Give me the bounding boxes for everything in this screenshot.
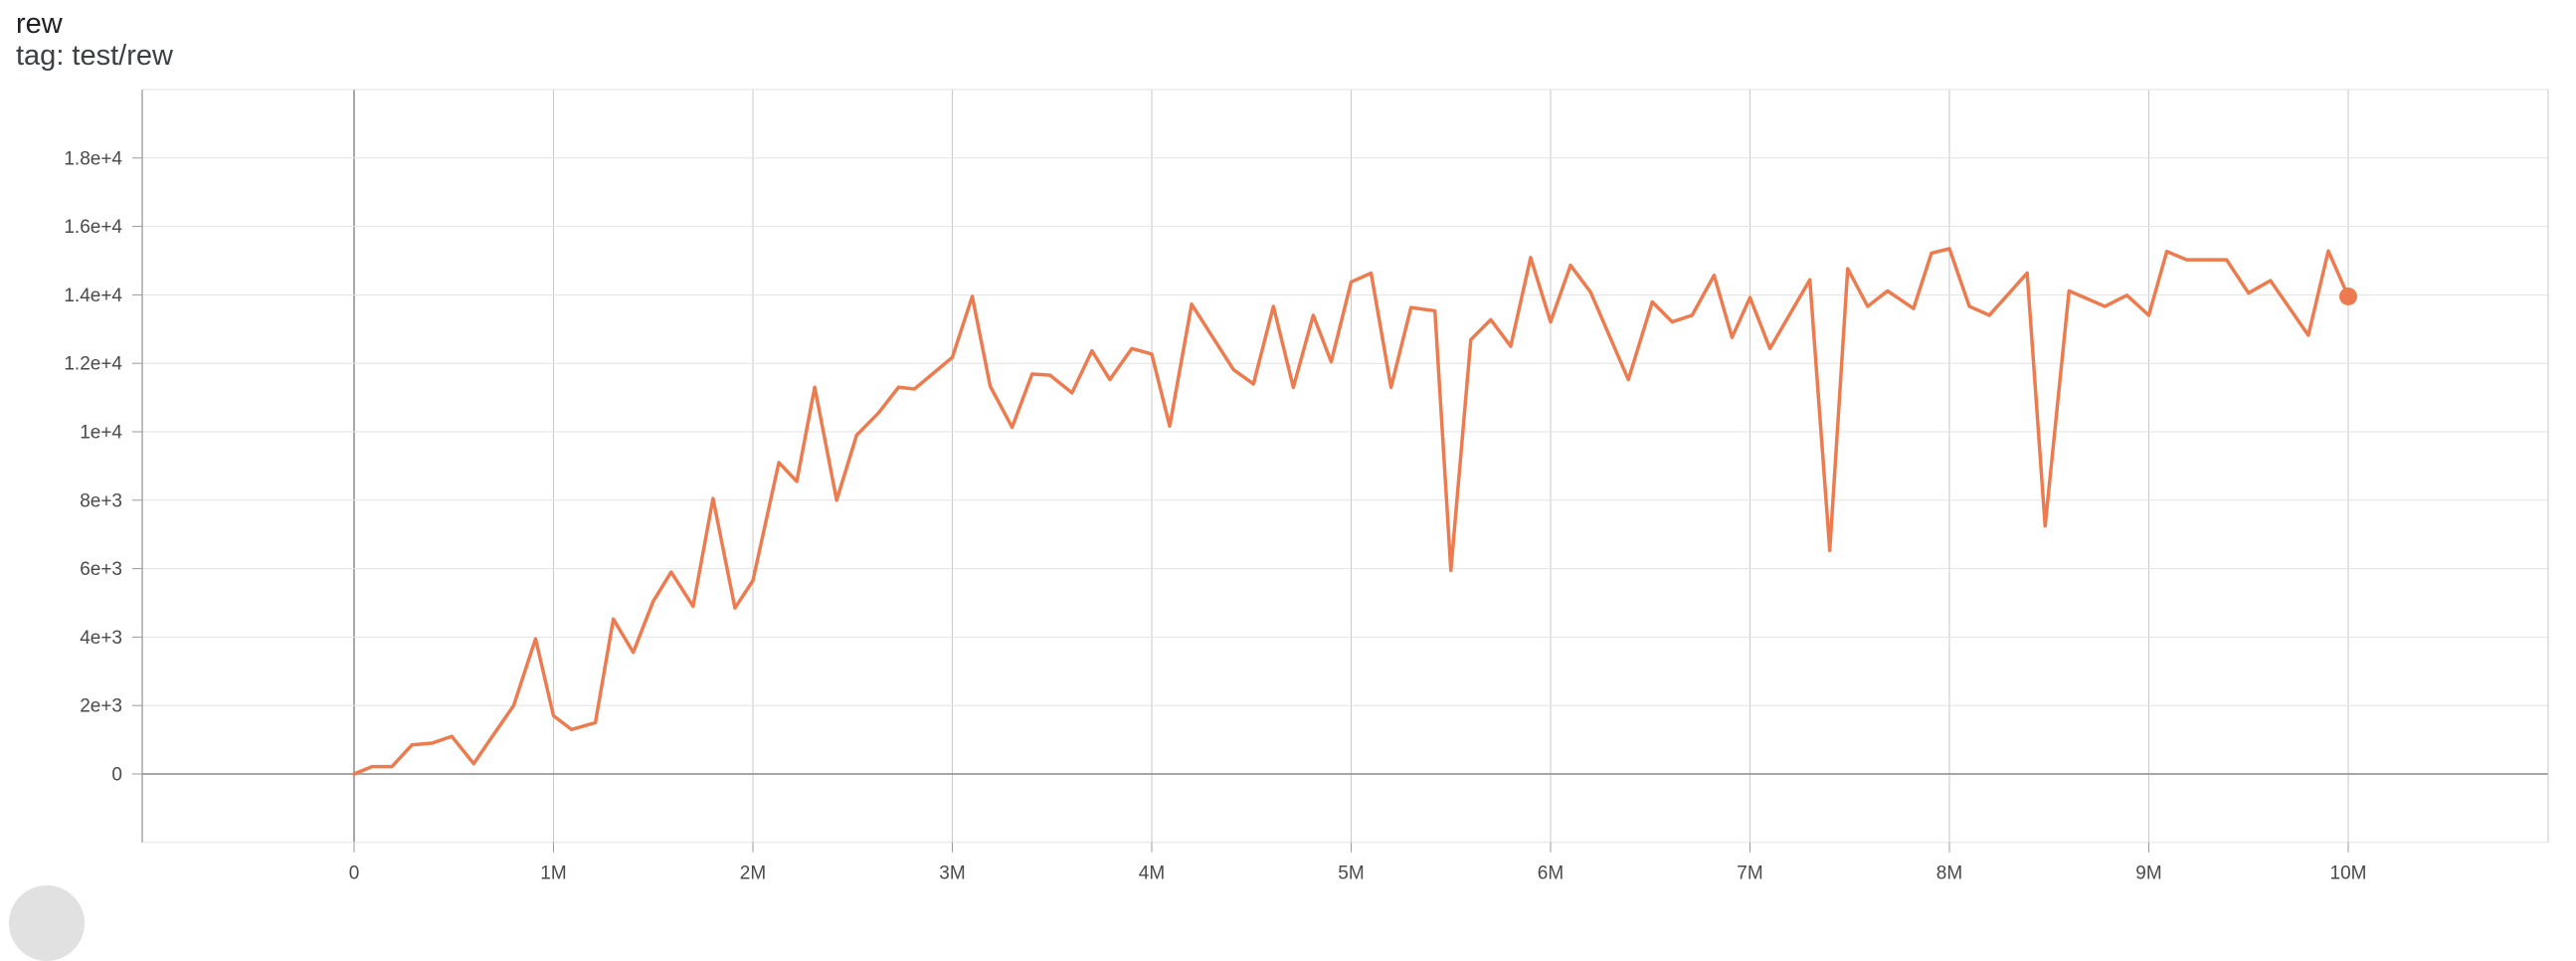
svg-text:8M: 8M [1936,864,1962,884]
svg-text:3M: 3M [939,864,965,884]
svg-text:0: 0 [111,765,122,786]
svg-text:1e+4: 1e+4 [80,423,122,444]
svg-text:2e+3: 2e+3 [80,696,122,717]
svg-text:5M: 5M [1338,864,1364,884]
svg-text:1.6e+4: 1.6e+4 [64,217,122,238]
svg-text:6M: 6M [1538,864,1564,884]
svg-text:6e+3: 6e+3 [80,559,122,580]
svg-text:9M: 9M [2135,864,2161,884]
svg-text:4e+3: 4e+3 [80,628,122,649]
svg-text:10M: 10M [2330,864,2367,884]
svg-text:1M: 1M [540,864,566,884]
svg-text:1.8e+4: 1.8e+4 [64,148,122,169]
svg-text:4M: 4M [1139,864,1165,884]
svg-text:1.2e+4: 1.2e+4 [64,354,122,375]
svg-text:8e+3: 8e+3 [80,490,122,511]
svg-text:0: 0 [349,864,360,884]
svg-text:1.4e+4: 1.4e+4 [64,286,122,306]
svg-text:2M: 2M [740,864,766,884]
svg-text:7M: 7M [1737,864,1762,884]
